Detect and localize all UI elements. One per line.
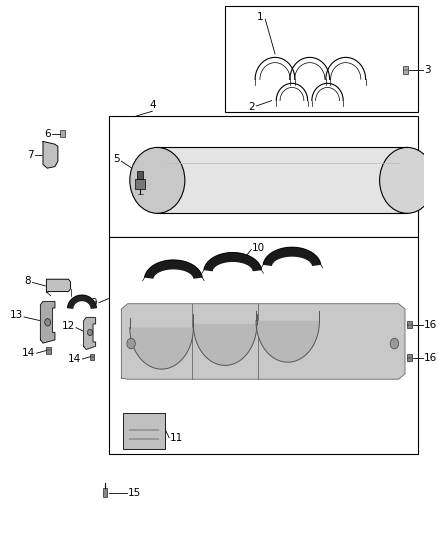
Bar bbox=[109, 116, 418, 237]
Bar bbox=[407, 354, 412, 361]
Text: 3: 3 bbox=[424, 65, 431, 75]
Text: 13: 13 bbox=[10, 310, 23, 320]
Bar bbox=[157, 148, 407, 213]
Bar bbox=[138, 171, 142, 179]
Ellipse shape bbox=[130, 148, 185, 213]
Text: 5: 5 bbox=[113, 154, 120, 164]
Text: 4: 4 bbox=[149, 100, 155, 110]
Text: 14: 14 bbox=[68, 354, 81, 364]
Text: 14: 14 bbox=[22, 348, 35, 358]
Text: 16: 16 bbox=[424, 320, 437, 330]
Text: 15: 15 bbox=[128, 488, 141, 498]
Text: 6: 6 bbox=[44, 128, 51, 139]
Bar bbox=[103, 488, 107, 497]
Text: 11: 11 bbox=[170, 433, 183, 443]
Bar bbox=[109, 237, 418, 454]
Text: 16: 16 bbox=[424, 353, 437, 363]
Polygon shape bbox=[43, 142, 58, 168]
FancyBboxPatch shape bbox=[124, 413, 166, 449]
Polygon shape bbox=[121, 304, 405, 379]
Circle shape bbox=[127, 338, 135, 349]
Polygon shape bbox=[84, 318, 95, 350]
Polygon shape bbox=[256, 321, 319, 362]
Ellipse shape bbox=[380, 148, 434, 213]
Bar bbox=[225, 6, 418, 112]
Circle shape bbox=[88, 329, 92, 336]
Bar bbox=[90, 354, 94, 360]
Polygon shape bbox=[263, 247, 321, 265]
Bar bbox=[135, 179, 145, 189]
Polygon shape bbox=[40, 302, 55, 343]
Polygon shape bbox=[130, 328, 193, 369]
Polygon shape bbox=[145, 260, 202, 278]
Text: 7: 7 bbox=[27, 150, 34, 160]
Text: 8: 8 bbox=[25, 276, 31, 286]
Polygon shape bbox=[204, 253, 261, 271]
Polygon shape bbox=[46, 279, 71, 292]
Text: 10: 10 bbox=[252, 243, 265, 253]
Bar bbox=[60, 130, 65, 138]
Bar bbox=[407, 321, 412, 328]
Text: 9: 9 bbox=[91, 297, 97, 308]
Text: 1: 1 bbox=[257, 12, 263, 22]
Text: 2: 2 bbox=[248, 102, 255, 112]
Circle shape bbox=[45, 319, 51, 326]
Text: 12: 12 bbox=[61, 321, 75, 331]
Polygon shape bbox=[67, 295, 96, 308]
Polygon shape bbox=[193, 324, 257, 365]
Bar bbox=[403, 66, 408, 74]
Bar bbox=[46, 348, 51, 354]
Circle shape bbox=[390, 338, 399, 349]
